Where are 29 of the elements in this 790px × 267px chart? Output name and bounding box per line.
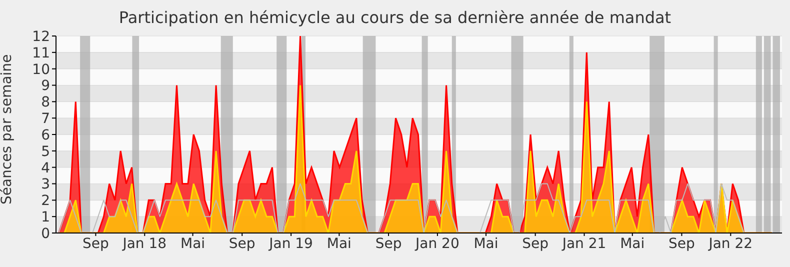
y-tick-label: 3 xyxy=(41,176,50,193)
x-tick-label: Jan 22 xyxy=(708,236,753,252)
y-tick-label: 4 xyxy=(41,160,50,176)
y-tick-label: 1 xyxy=(41,210,50,226)
x-tick-label: Jan 18 xyxy=(122,236,167,252)
x-tick-label: Sep xyxy=(375,236,402,252)
x-tick-label: Sep xyxy=(82,236,110,252)
x-tick-label: Jan 20 xyxy=(414,236,460,252)
y-tick-label: 7 xyxy=(41,111,50,128)
x-tick-label: Mai xyxy=(620,236,645,252)
x-tick-label: Mai xyxy=(180,236,206,252)
y-tick-label: 11 xyxy=(32,45,50,62)
y-tick-label: 0 xyxy=(41,226,50,242)
y-axis-title: Séances par semaine xyxy=(0,54,15,204)
x-tick-label: Mai xyxy=(326,236,352,252)
x-tick-label: Sep xyxy=(668,236,696,252)
x-tick-label: Jan 21 xyxy=(561,236,606,252)
x-tick-label: Sep xyxy=(228,236,256,252)
y-tick-label: 10 xyxy=(32,62,50,78)
y-tick-label: 2 xyxy=(41,193,50,210)
chart-title: Participation en hémicycle au cours de sa dernière année de mandat xyxy=(118,8,672,27)
x-tick-label: Mai xyxy=(474,236,498,252)
x-tick-label: Sep xyxy=(522,236,549,252)
x-tick-label: Jan 19 xyxy=(268,236,313,252)
y-tick-label: 12 xyxy=(32,28,50,45)
y-tick-label: 9 xyxy=(41,78,50,94)
y-tick-label: 5 xyxy=(41,144,50,160)
y-tick-label: 8 xyxy=(41,94,50,111)
y-tick-label: 6 xyxy=(41,127,50,144)
